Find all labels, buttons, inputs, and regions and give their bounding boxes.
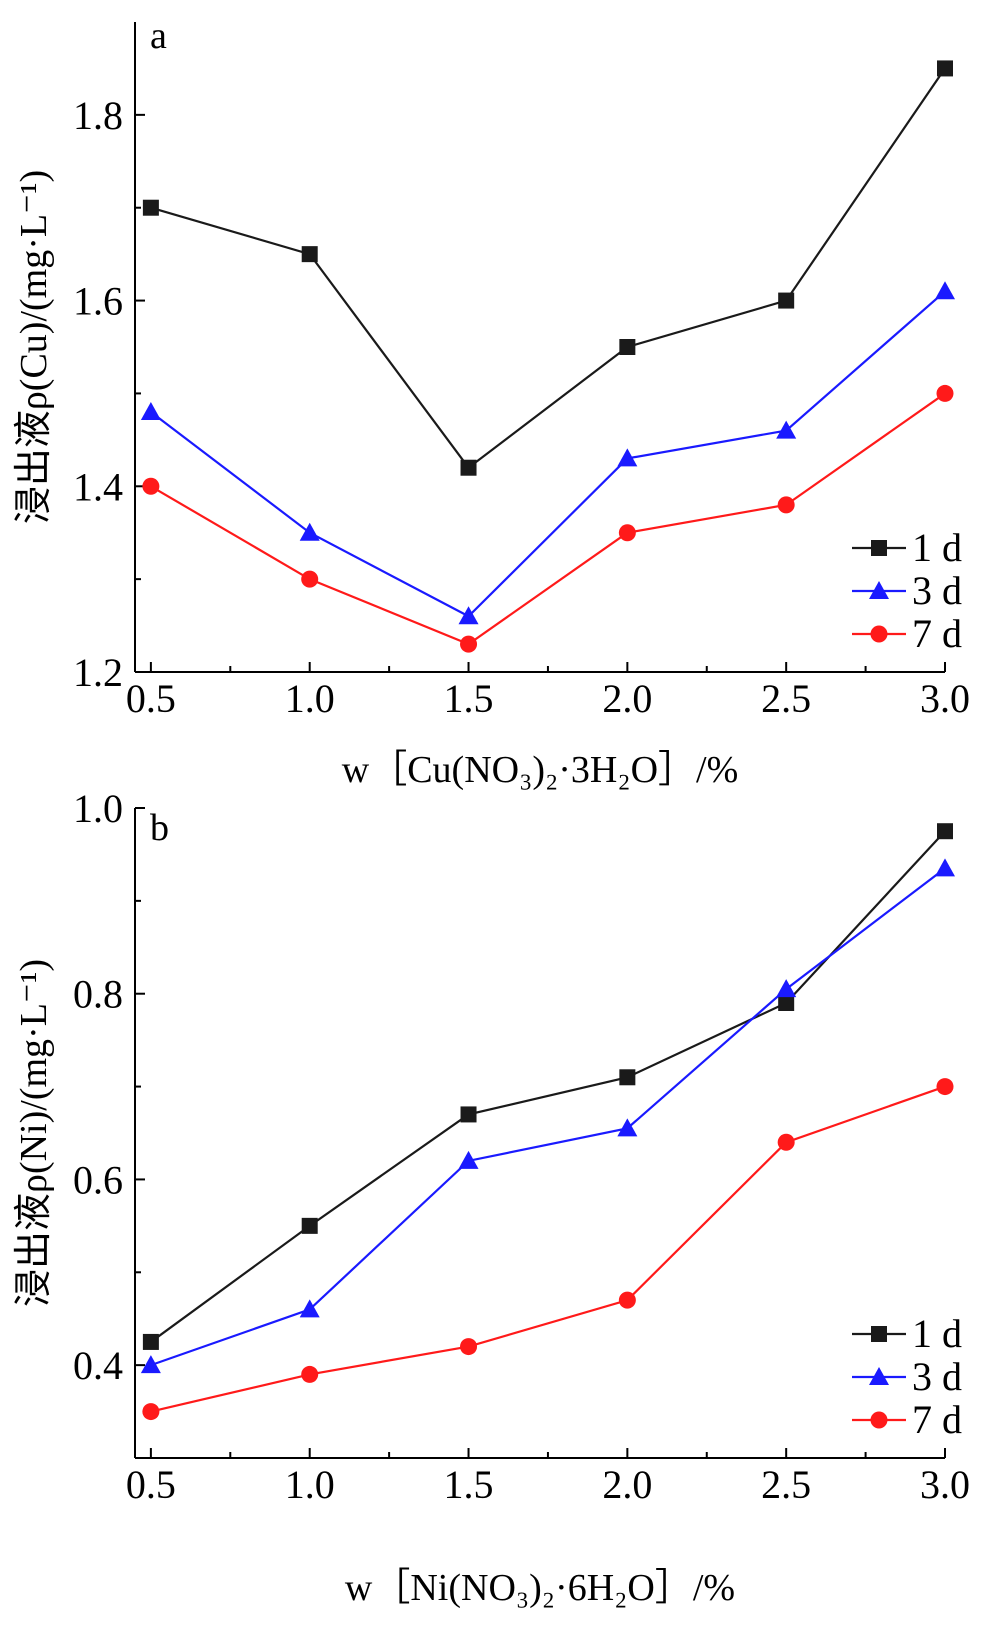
x-tick-label: 2.5 — [761, 676, 811, 721]
legend-marker — [871, 1326, 887, 1342]
data-point — [142, 199, 159, 216]
series-7d — [142, 1078, 954, 1421]
legend-marker — [869, 581, 889, 599]
x-tick-label: 3.0 — [920, 1462, 970, 1507]
legend-marker — [871, 540, 887, 556]
legend-label: 1 d — [912, 1311, 962, 1356]
panel-b: b 0.5 1.0 1.5 2.0 2.5 3.0 0.4 0.6 0.8 1.0 w［Ni(NO₃)… — [13, 786, 970, 1609]
data-point — [619, 1069, 636, 1086]
data-point — [936, 384, 954, 402]
data-point — [618, 524, 636, 542]
data-point — [776, 420, 797, 439]
x-axis-title: w［Cu(NO₃)₂·3H₂O］/% — [342, 749, 738, 791]
data-point — [458, 606, 479, 625]
panel-letter: a — [150, 15, 167, 57]
series-3d — [140, 281, 955, 625]
data-point — [460, 1106, 477, 1123]
legend-marker — [870, 1411, 888, 1429]
data-point — [618, 1291, 636, 1309]
data-point — [617, 1118, 638, 1137]
y-tick-label: 1.4 — [73, 464, 123, 509]
data-point — [142, 477, 160, 495]
x-axis-title: w［Ni(NO₃)₂·6H₂O］/% — [345, 1567, 735, 1609]
data-point — [458, 1150, 479, 1169]
x-tick-label: 2.5 — [761, 1462, 811, 1507]
series-line — [150, 867, 946, 1367]
series-7d — [142, 384, 954, 653]
legend-marker — [869, 1367, 889, 1385]
y-tick-label: 1.8 — [73, 93, 123, 138]
data-point — [777, 496, 795, 514]
panel-a: a 0.5 1.0 1.5 2.0 2.5 3.0 1.2 1.4 1.6 1.8 w［Cu(NO₃)… — [13, 15, 970, 791]
data-point — [299, 522, 320, 541]
data-point — [460, 1338, 478, 1356]
series-line — [150, 67, 946, 470]
x-tick-label: 0.5 — [126, 1462, 176, 1507]
legend-label: 7 d — [912, 611, 962, 656]
x-tick-label: 3.0 — [920, 676, 970, 721]
legend-label: 3 d — [912, 568, 962, 613]
series-line — [150, 392, 946, 646]
data-point — [935, 281, 955, 300]
data-point — [301, 1365, 319, 1383]
y-axis-title: 浸出液ρ(Ni)/(mg·L⁻¹) — [13, 959, 55, 1307]
y-tick-label: 0.6 — [73, 1157, 123, 1202]
y-tick-label: 1.2 — [73, 650, 123, 695]
series-line — [150, 830, 946, 1343]
data-point — [937, 823, 953, 840]
legend-label: 1 d — [912, 525, 962, 570]
data-point — [301, 570, 319, 588]
data-point — [460, 459, 477, 476]
data-point — [140, 1355, 161, 1374]
x-tick-label: 1.0 — [285, 676, 335, 721]
data-point — [776, 979, 797, 998]
panel-letter: b — [150, 807, 169, 849]
data-point — [937, 60, 953, 77]
x-tick-label: 0.5 — [126, 676, 176, 721]
legend-marker — [870, 625, 888, 643]
data-point — [142, 1403, 160, 1421]
data-point — [460, 635, 478, 653]
data-point — [935, 858, 955, 877]
data-point — [777, 1133, 795, 1151]
data-point — [301, 246, 318, 263]
data-point — [619, 339, 636, 355]
data-point — [299, 1299, 320, 1318]
y-tick-label: 0.8 — [73, 972, 123, 1017]
series-1d — [142, 823, 953, 1350]
x-tick-label: 2.0 — [602, 676, 652, 721]
legend: 1 d3 d7 d — [852, 1311, 962, 1442]
y-tick-label: 0.4 — [73, 1343, 123, 1388]
x-tick-label: 2.0 — [602, 1462, 652, 1507]
series-line — [150, 290, 946, 618]
legend: 1 d3 d7 d — [852, 525, 962, 656]
legend-label: 3 d — [912, 1354, 962, 1399]
data-point — [617, 448, 638, 467]
y-tick-label: 1.0 — [73, 786, 123, 831]
y-axis-title: 浸出液ρ(Cu)/(mg·L⁻¹) — [13, 170, 55, 524]
x-tick-label: 1.0 — [285, 1462, 335, 1507]
series-line — [150, 1085, 946, 1413]
data-point — [778, 292, 795, 309]
data-point — [301, 1217, 318, 1234]
legend-label: 7 d — [912, 1397, 962, 1442]
y-tick-label: 1.6 — [73, 279, 123, 324]
data-point — [778, 995, 795, 1011]
data-point — [936, 1078, 954, 1096]
series-1d — [142, 60, 953, 476]
series-3d — [140, 858, 955, 1374]
x-tick-label: 1.5 — [444, 676, 494, 721]
data-point — [142, 1333, 159, 1350]
x-tick-label: 1.5 — [444, 1462, 494, 1507]
data-point — [140, 402, 161, 420]
